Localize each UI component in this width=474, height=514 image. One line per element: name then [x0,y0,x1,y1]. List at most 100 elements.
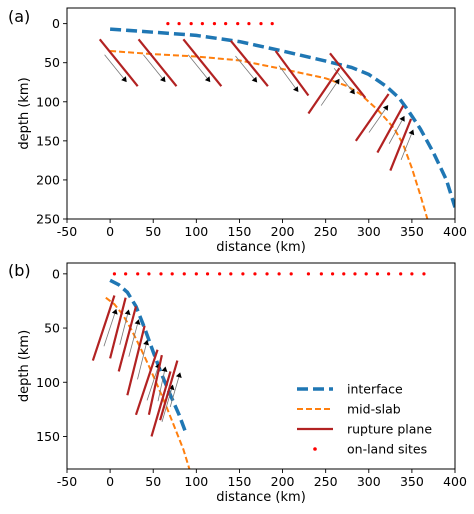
rupture-plane-line [329,52,367,99]
x-tick-label: 50 [145,474,161,489]
slip-vector-line [146,367,159,401]
on-land-site-point [387,272,391,276]
slip-vector-line [119,314,128,345]
on-land-site-point [177,22,181,26]
series-interface-line [109,278,188,434]
y-tick-label: 50 [44,55,60,70]
on-land-site-point [306,272,311,276]
on-land-site-point [259,22,263,26]
legend-label: rupture plane [347,422,432,437]
x-tick-label: 400 [443,224,467,239]
rupture-plane-line [159,360,179,421]
on-land-site-point [200,22,204,26]
slip-arrow-icon [251,76,258,83]
rupture-plane [126,325,149,396]
slip-vector-line [161,389,172,423]
legend-marker-icon [313,447,317,451]
legend-label: on-land sites [347,442,427,457]
rupture-plane [137,38,178,87]
slip-vector-line [320,82,337,106]
x-tick-label: 250 [314,474,338,489]
y-tick-label: 150 [36,429,60,444]
x-tick-label: 150 [228,224,252,239]
slip-vector-line [103,313,116,347]
rupture-plane-line [182,38,223,87]
slip-vector-line [187,54,208,79]
on-land-site-point [330,272,335,276]
slip-arrow-icon [399,115,405,122]
x-tick-label: 100 [184,224,208,239]
rupture-plane-line [307,67,341,115]
slip-vector-line [104,54,124,79]
y-tick-label: 50 [44,321,60,336]
rupture-plane-line [109,297,127,359]
slip-vector-line [143,54,163,79]
x-tick-label: 50 [145,224,161,239]
rupture-plane-line [274,50,310,97]
legend: interface mid-slab rupture plane on-land si… [297,382,432,457]
x-tick-label: 300 [357,224,381,239]
axes-frame [66,262,456,470]
on-land-site-point [375,272,379,276]
panel-label: (a) [8,7,30,26]
series-mid-slab-line [105,296,191,469]
slip-vector-line [128,324,138,357]
on-land-site-point [224,22,228,26]
on-land-site-point [253,272,257,276]
rupture-plane-line [389,118,413,171]
series-interface-line [109,27,455,208]
slip-vector-line [157,371,165,402]
slip-vector-line [169,377,180,408]
slip-arrow-icon [124,309,131,316]
on-land-site-point [399,272,403,276]
series-mid-slab-line [110,50,429,219]
x-tick-label: 300 [357,474,381,489]
x-tick-label: 350 [400,224,424,239]
slip-arrow-icon [408,129,415,136]
legend-item-mid-slab: mid-slab [297,402,401,417]
slip-vector-line [278,65,296,89]
rupture-plane [98,38,139,87]
y-tick-label: 100 [36,375,60,390]
legend-item-rupture-plane: rupture plane [297,422,432,437]
rupture-plane [376,105,405,154]
y-tick-label: 100 [36,94,60,109]
rupture-plane [307,67,341,115]
y-axis-label: depth (km) [17,330,32,402]
slip-vector-line [388,120,403,144]
rupture-plane-line [117,306,138,372]
y-axis-label: depth (km) [17,77,32,149]
rupture-plane-line [354,93,390,142]
slip-vector-line [235,55,255,79]
slip-arrow-icon [349,88,355,95]
slip-arrow-icon [121,76,127,83]
rupture-plane [354,93,390,142]
rupture-plane-line [137,38,178,87]
x-tick-label: -50 [57,224,77,239]
rupture-plane-line [376,105,405,154]
legend-label: interface [347,382,403,397]
on-land-site-point [277,272,281,276]
on-land-site-point [270,22,274,26]
on-land-site-point [353,272,357,276]
on-land-site-point [136,272,140,276]
slip-vector-line [400,133,412,161]
on-land-site-point [265,272,269,276]
rupture-plane-line [150,371,172,437]
slip-arrow-icon [160,76,166,83]
y-tick-label: 150 [36,133,60,148]
chart-panel-b: -50 0 50 100 150 200 250 300 350 400050100150dist… [8,261,467,505]
on-land-site-point [212,22,217,26]
y-tick-label: 250 [36,212,60,227]
x-tick-label: 350 [400,474,424,489]
x-axis-label: distance (km) [216,490,306,505]
slip-arrow-icon [175,372,182,378]
x-axis-label: distance (km) [216,240,306,255]
legend-label: mid-slab [347,402,401,417]
on-land-site-point [166,22,170,26]
legend-item-interface: interface [297,382,403,397]
on-land-site-point [159,272,163,276]
rupture-plane [182,38,223,87]
on-land-site-point [182,272,186,276]
